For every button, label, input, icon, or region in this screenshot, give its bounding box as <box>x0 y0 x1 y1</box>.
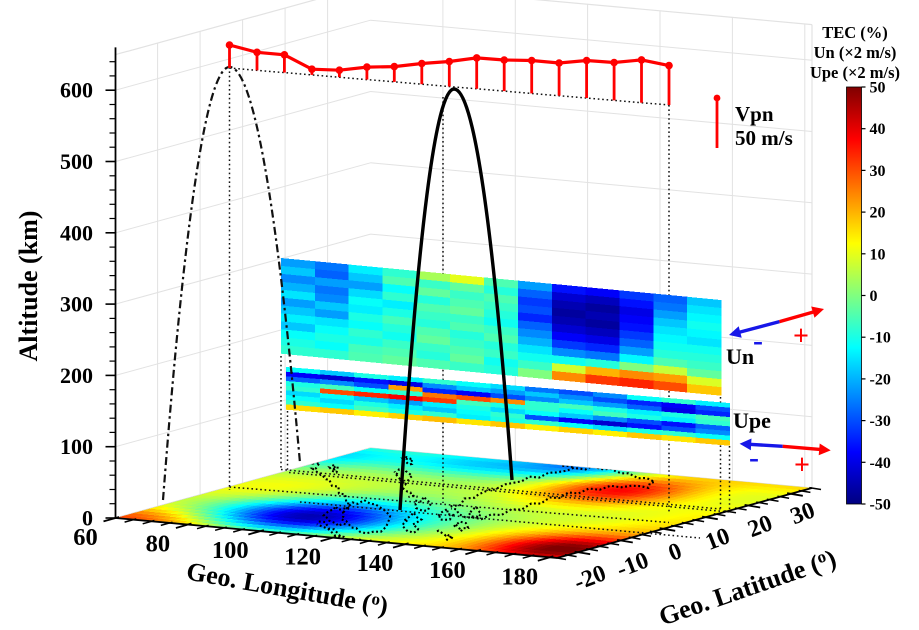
svg-text:Vpn: Vpn <box>735 102 774 126</box>
svg-text:Upe (×2 m/s): Upe (×2 m/s) <box>810 63 900 82</box>
svg-text:Altitude (km): Altitude (km) <box>14 211 43 362</box>
svg-text:-30: -30 <box>870 413 891 430</box>
svg-text:-20: -20 <box>870 371 891 388</box>
svg-text:-40: -40 <box>870 455 891 472</box>
svg-text:0: 0 <box>82 506 93 531</box>
svg-text:600: 600 <box>60 78 93 103</box>
svg-text:-50: -50 <box>870 497 891 514</box>
svg-text:400: 400 <box>60 220 93 245</box>
svg-text:Un: Un <box>726 344 754 369</box>
svg-text:50: 50 <box>870 80 886 97</box>
svg-text:Un (×2 m/s): Un (×2 m/s) <box>814 43 897 62</box>
svg-text:Upe: Upe <box>733 408 771 433</box>
svg-text:50 m/s: 50 m/s <box>735 126 793 150</box>
svg-text:20: 20 <box>870 205 886 222</box>
svg-text:-10: -10 <box>870 330 891 347</box>
svg-text:200: 200 <box>60 363 93 388</box>
svg-text:80: 80 <box>146 531 171 558</box>
svg-text:100: 100 <box>60 434 93 459</box>
svg-text:40: 40 <box>870 121 886 138</box>
svg-text:-: - <box>753 324 763 357</box>
svg-text:180: 180 <box>501 563 538 590</box>
svg-text:+: + <box>793 321 809 352</box>
svg-text:60: 60 <box>73 524 98 551</box>
svg-text:120: 120 <box>284 544 321 571</box>
svg-text:100: 100 <box>212 537 249 564</box>
svg-text:10: 10 <box>870 246 886 263</box>
svg-text:+: + <box>794 450 810 481</box>
svg-text:140: 140 <box>357 550 394 577</box>
svg-text:0: 0 <box>870 288 878 305</box>
svg-text:30: 30 <box>870 163 886 180</box>
svg-text:-: - <box>749 441 759 474</box>
svg-text:300: 300 <box>60 292 93 317</box>
svg-text:160: 160 <box>429 557 466 584</box>
svg-text:500: 500 <box>60 149 93 174</box>
svg-text:TEC (%): TEC (%) <box>822 23 888 42</box>
